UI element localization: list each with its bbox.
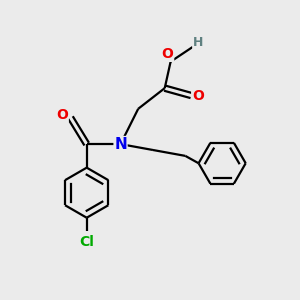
Text: O: O <box>192 88 204 103</box>
Text: Cl: Cl <box>79 235 94 249</box>
Text: N: N <box>114 136 127 152</box>
Text: O: O <box>162 47 174 61</box>
Text: H: H <box>193 36 203 49</box>
Text: O: O <box>56 108 68 122</box>
